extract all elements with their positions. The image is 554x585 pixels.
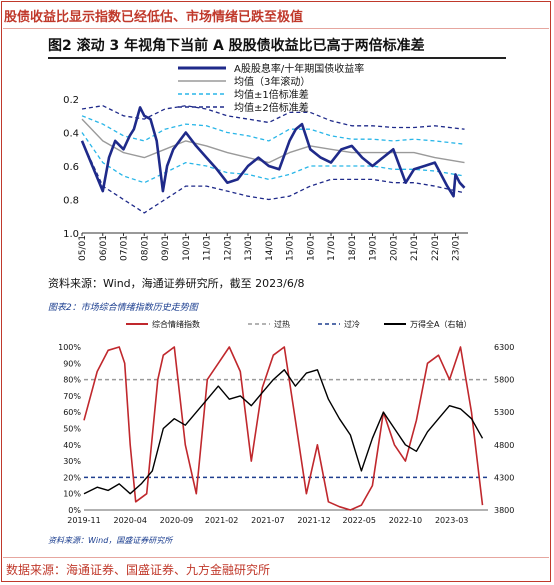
y-left-tick-label: 70% bbox=[63, 392, 81, 401]
x-tick-label: 2021-02 bbox=[205, 516, 238, 525]
y-left-tick-label: 90% bbox=[63, 359, 81, 368]
x-tick-label: 05/01 bbox=[78, 235, 88, 261]
y-left-tick-label: 60% bbox=[63, 408, 81, 417]
chart1-title: 图2 滚动 3 年视角下当前 A 股股债收益比已高于两倍标准差 bbox=[48, 38, 425, 54]
x-tick-label: 10/01 bbox=[182, 235, 192, 261]
y-right-tick-label: 4300 bbox=[494, 473, 514, 482]
y-left-tick-label: 50% bbox=[63, 425, 81, 434]
y-tick-label: 1.0 bbox=[63, 229, 79, 240]
x-tick-label: 20/01 bbox=[389, 235, 399, 261]
legend-label-2: 均值±1倍标准差 bbox=[234, 88, 309, 101]
figure-dividend-yield-ratio: 图2 滚动 3 年视角下当前 A 股股债收益比已高于两倍标准差 A股股息率/十年… bbox=[48, 35, 508, 295]
y-left-tick-label: 30% bbox=[63, 457, 81, 466]
series-sentiment-line bbox=[83, 346, 484, 511]
x-tick-label: 2023-03 bbox=[435, 516, 468, 525]
x-tick-label: 23/01 bbox=[452, 235, 462, 261]
y-left-tick-label: 100% bbox=[58, 343, 81, 352]
y-right-tick-label: 6300 bbox=[494, 343, 514, 352]
y-left-tick-label: 80% bbox=[63, 376, 81, 385]
footer-divider bbox=[3, 557, 549, 558]
series-band1-lower-line bbox=[81, 132, 465, 184]
y-left-tick-label: 20% bbox=[63, 473, 81, 482]
chart1-source: 资料来源：Wind，海通证券研究所，截至 2023/6/8 bbox=[48, 277, 305, 290]
chart2-svg: 综合情绪指数 过热 过冷 万得全A（右轴） 0% 10% 20% 30% 40% 50% 60% 70… bbox=[58, 319, 514, 525]
y-right-tick-label: 5800 bbox=[494, 376, 514, 385]
y-right-tick-label: 4800 bbox=[494, 441, 514, 450]
series-band2-upper-line bbox=[81, 105, 465, 130]
page-title: 股债收益比显示指数已经低估、市场情绪已跌至极值 bbox=[4, 10, 304, 25]
x-tick-label: 19/01 bbox=[369, 235, 379, 261]
legend-label-1: 均值（3年滚动） bbox=[234, 75, 310, 88]
chart2-source: 资料来源：Wind，国盛证券研究所 bbox=[48, 536, 173, 545]
x-tick-label: 22/01 bbox=[431, 235, 441, 261]
y-right-tick-label: 3800 bbox=[494, 506, 514, 515]
footer-source: 数据来源：海通证券、国盛证券、九方金融研究所 bbox=[6, 563, 271, 577]
x-tick-label: 2021-12 bbox=[297, 516, 330, 525]
series-wind-all-a-line bbox=[83, 369, 484, 495]
x-tick-label: 08/01 bbox=[140, 235, 150, 261]
x-tick-label: 11/01 bbox=[203, 235, 213, 261]
x-tick-label: 18/01 bbox=[348, 235, 358, 261]
chart1-title-rule bbox=[48, 57, 506, 59]
legend2-label-3: 万得全A（右轴） bbox=[410, 319, 471, 329]
x-tick-label: 09/01 bbox=[161, 235, 171, 261]
x-tick-label: 06/01 bbox=[99, 235, 109, 261]
y-tick-label: 0.4 bbox=[63, 129, 79, 140]
series-ratio-line bbox=[80, 106, 466, 198]
x-tick-label: 16/01 bbox=[306, 235, 316, 261]
x-tick-label: 2019-11 bbox=[67, 516, 100, 525]
legend2-label-0: 综合情绪指数 bbox=[152, 319, 200, 329]
legend2-label-2: 过冷 bbox=[344, 319, 360, 329]
legend-label-0: A股股息率/十年期国债收益率 bbox=[234, 62, 364, 75]
legend-label-3: 均值±2倍标准差 bbox=[234, 101, 309, 114]
y-left-tick-label: 0% bbox=[68, 506, 81, 515]
series-band1-upper-line bbox=[81, 115, 465, 145]
series-band2-lower-line bbox=[81, 140, 465, 214]
x-tick-label: 2020-04 bbox=[114, 516, 147, 525]
y-tick-label: 0.8 bbox=[63, 196, 79, 207]
chart2-caption: 图表2：市场综合情绪指数历史走势图 bbox=[48, 303, 198, 313]
x-tick-label: 2022-05 bbox=[342, 516, 375, 525]
y-tick-label: 0.2 bbox=[63, 95, 79, 106]
x-tick-label: 12/01 bbox=[223, 235, 233, 261]
y-right-tick-label: 5300 bbox=[494, 408, 514, 417]
x-tick-label: 07/01 bbox=[120, 235, 130, 261]
x-tick-label: 2022-10 bbox=[389, 516, 422, 525]
x-tick-label: 21/01 bbox=[410, 235, 420, 261]
x-tick-label: 13/01 bbox=[244, 235, 254, 261]
title-divider bbox=[3, 28, 549, 29]
legend2-label-1: 过热 bbox=[274, 319, 290, 329]
x-tick-label: 15/01 bbox=[286, 235, 296, 261]
x-tick-label: 14/01 bbox=[265, 235, 275, 261]
x-tick-label: 17/01 bbox=[327, 235, 337, 261]
x-tick-label: 2021-07 bbox=[251, 516, 284, 525]
series-mean-line bbox=[81, 118, 465, 164]
x-tick-label: 2020-09 bbox=[160, 516, 193, 525]
y-tick-label: 0.6 bbox=[63, 162, 79, 173]
y-left-tick-label: 10% bbox=[63, 490, 81, 499]
y-left-tick-label: 40% bbox=[63, 441, 81, 450]
